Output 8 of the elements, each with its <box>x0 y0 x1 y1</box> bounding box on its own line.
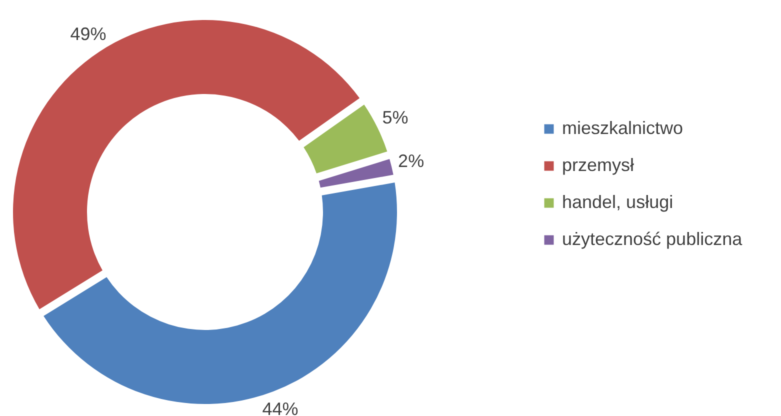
legend-label: mieszkalnictwo <box>562 118 684 138</box>
data-label: 2% <box>398 151 424 172</box>
legend-label: handel, usługi <box>562 192 674 212</box>
data-label: 44% <box>262 399 298 416</box>
data-label: 5% <box>382 107 408 128</box>
legend-label: przemysł <box>562 155 634 175</box>
legend-label: użyteczność publiczna <box>562 229 744 249</box>
data-label: 49% <box>70 24 106 44</box>
